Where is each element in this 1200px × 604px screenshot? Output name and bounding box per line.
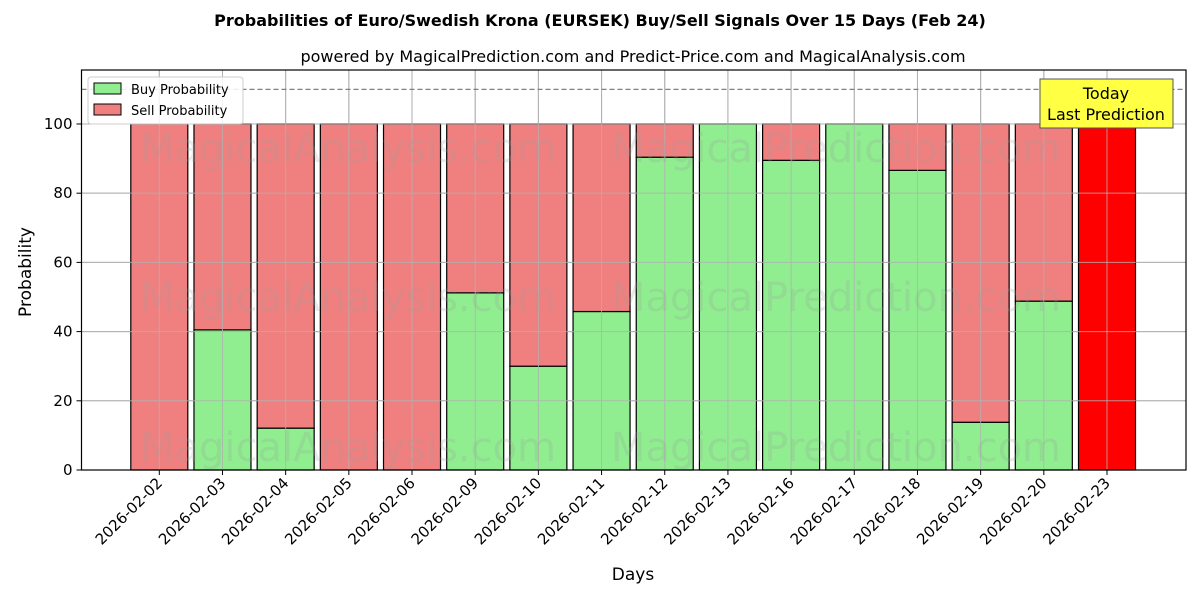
- watermark-text: MagicalPrediction.com: [611, 275, 1061, 321]
- bars: [81, 70, 1186, 471]
- y-tick-label: 60: [53, 253, 72, 271]
- y-tick-label: 0: [63, 461, 73, 479]
- x-tick-label: 2026-02-05: [281, 474, 355, 548]
- legend: Buy Probability Sell Probability: [87, 76, 244, 125]
- watermark-text: MagicalPrediction.com: [611, 425, 1061, 471]
- legend-swatch-buy: [93, 82, 122, 95]
- x-tick-label: 2026-02-09: [408, 474, 482, 548]
- annotation-line1: Today: [1082, 84, 1129, 103]
- legend-label-buy: Buy Probability: [131, 83, 229, 98]
- x-tick-label: 2026-02-16: [724, 474, 798, 548]
- y-tick-label: 80: [53, 184, 72, 202]
- x-tick-label: 2026-02-02: [92, 474, 166, 548]
- y-tick-label: 40: [53, 323, 72, 341]
- watermark-text: MagicalAnalysis.com: [140, 425, 556, 471]
- x-tick-label: 2026-02-10: [471, 474, 545, 548]
- legend-label-sell: Sell Probability: [131, 104, 228, 119]
- plot-frame: [80, 69, 1187, 471]
- x-tick-label: 2026-02-06: [344, 474, 418, 548]
- annotation-box: [1039, 78, 1174, 129]
- y-axis-label: Probability: [16, 227, 36, 317]
- y-tick-label: 20: [53, 392, 72, 410]
- x-tick-label: 2026-02-13: [660, 474, 734, 548]
- watermarks: MagicalAnalysis.com MagicalPrediction.com…: [140, 126, 1061, 471]
- x-axis-label: Days: [612, 565, 655, 585]
- x-tick-label: 2026-02-17: [787, 474, 861, 548]
- x-tick-label: 2026-02-11: [534, 474, 608, 548]
- x-tick-label: 2026-02-20: [976, 474, 1050, 548]
- today-annotation: Today Last Prediction: [1039, 78, 1174, 129]
- watermark-text: MagicalPrediction.com: [611, 126, 1061, 172]
- x-tick-label: 2026-02-04: [218, 474, 292, 548]
- x-tick-label: 2026-02-19: [913, 474, 987, 548]
- x-tick-label: 2026-02-23: [1039, 474, 1113, 548]
- x-tick-label: 2026-02-03: [155, 474, 229, 548]
- x-tick-label: 2026-02-12: [597, 474, 671, 548]
- x-tick-label: 2026-02-18: [850, 474, 924, 548]
- watermark-text: MagicalAnalysis.com: [140, 126, 556, 172]
- watermark-text: MagicalAnalysis.com: [140, 275, 556, 321]
- y-tick-label: 100: [44, 115, 73, 133]
- legend-box: [87, 76, 244, 125]
- chart-title: Probabilities of Euro/Swedish Krona (EUR…: [214, 11, 986, 30]
- annotation-line2: Last Prediction: [1047, 105, 1165, 124]
- chart-subtitle: powered by MagicalPrediction.com and Pre…: [300, 47, 965, 66]
- legend-swatch-sell: [93, 103, 122, 116]
